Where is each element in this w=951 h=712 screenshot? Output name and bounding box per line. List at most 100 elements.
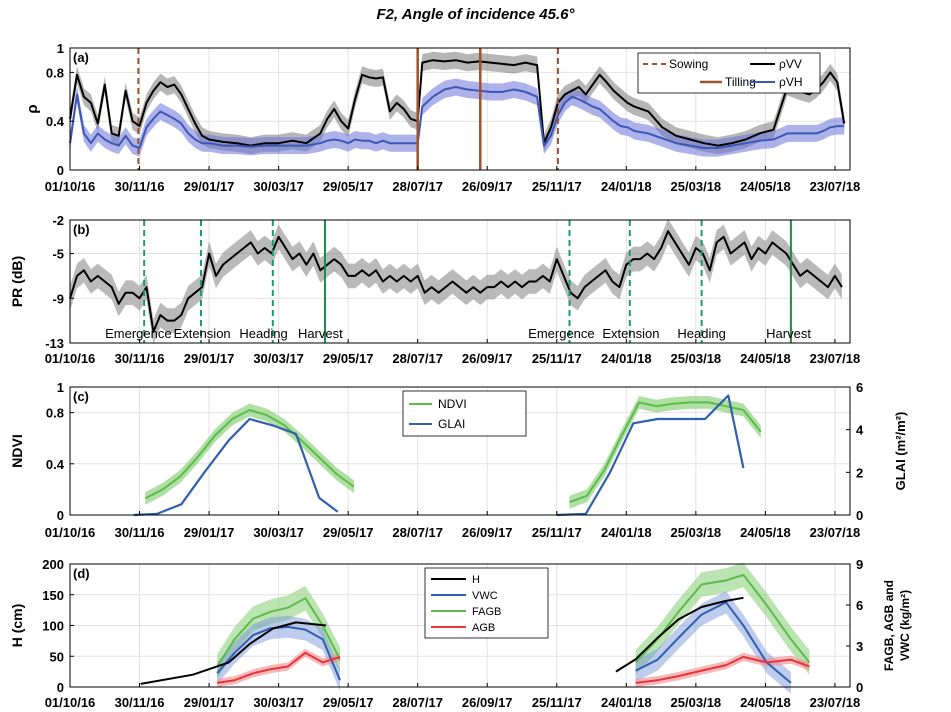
phase-label: Emergence [105, 326, 171, 341]
uncertainty-band [635, 591, 791, 694]
x-tick-label: 29/05/17 [323, 525, 374, 540]
series-line-ndvi [144, 409, 355, 500]
panel-label: (b) [73, 222, 90, 237]
phase-label: Extension [602, 326, 659, 341]
y-tick-label: 1 [57, 380, 64, 395]
series-line-vwc [635, 601, 792, 684]
y-axis-label-right: GLAI (m²/m²) [893, 412, 908, 491]
y-axis-label: ρ [24, 104, 41, 113]
legend-label-h: H [472, 574, 480, 586]
uncertainty-band [635, 562, 810, 675]
x-tick-label: 30/03/17 [253, 351, 304, 366]
y-tick-label-right: 0 [856, 680, 863, 695]
x-tick-label: 29/05/17 [323, 695, 374, 710]
phase-label: Harvest [766, 326, 811, 341]
axes-frame [69, 47, 851, 171]
x-tick-label: 25/03/18 [671, 179, 722, 194]
x-tick-label: 24/01/18 [601, 351, 652, 366]
x-tick-label: 28/07/17 [392, 525, 443, 540]
legend-box [637, 52, 821, 94]
x-tick-label: 24/05/18 [740, 179, 791, 194]
x-tick-label: 01/10/16 [45, 695, 96, 710]
x-tick-label: 01/10/16 [45, 351, 96, 366]
series-line-glai [556, 394, 745, 517]
y-axis-label-right: VWC (kg/m²) [898, 590, 912, 661]
x-tick-label: 25/11/17 [532, 695, 582, 710]
x-tick-label: 30/03/17 [253, 179, 304, 194]
legend-label-sowing: Sowing [669, 57, 708, 71]
y-tick-label-right: 6 [856, 598, 863, 613]
uncertainty-band [569, 396, 761, 509]
x-tick-label: 30/11/16 [115, 179, 165, 194]
series-line-agb [635, 655, 810, 684]
x-tick-label: 29/01/17 [184, 179, 235, 194]
axes-frame [69, 386, 851, 516]
y-tick-label: -5 [52, 247, 64, 262]
x-tick-label: 30/03/17 [253, 525, 304, 540]
y-tick-label: 0 [57, 508, 64, 523]
series-line-h [615, 596, 744, 673]
x-tick-label: 24/05/18 [740, 351, 791, 366]
x-tick-label: 01/10/16 [45, 525, 96, 540]
x-tick-label: 23/07/18 [810, 179, 861, 194]
panel-label: (a) [73, 50, 89, 65]
y-tick-label: 200 [42, 557, 64, 572]
panel-label: (d) [73, 566, 90, 581]
legend-label-vv: ρVV [779, 57, 802, 71]
series-line-vh [69, 86, 845, 149]
legend-label-vwc: VWC [472, 590, 498, 602]
x-tick-label: 30/11/16 [115, 351, 165, 366]
x-tick-label: 23/07/18 [810, 695, 861, 710]
phase-label: Emergence [528, 326, 594, 341]
x-tick-label: 24/01/18 [601, 179, 652, 194]
y-axis-label: PR (dB) [9, 256, 25, 307]
x-tick-label: 25/11/17 [532, 179, 582, 194]
uncertainty-band [145, 403, 354, 505]
y-tick-label: -9 [52, 291, 64, 306]
y-tick-label: 0 [57, 680, 64, 695]
series-line-fagb [634, 573, 811, 664]
x-tick-label: 24/05/18 [740, 525, 791, 540]
x-tick-label: 30/11/16 [115, 525, 165, 540]
x-tick-label: 25/03/18 [671, 351, 722, 366]
x-tick-label: 25/11/17 [532, 351, 582, 366]
y-tick-label: -13 [45, 336, 64, 351]
x-tick-label: 26/09/17 [462, 351, 513, 366]
y-tick-label-right: 9 [856, 557, 863, 572]
y-tick-label: 0 [57, 163, 64, 178]
y-tick-label: 0.8 [46, 65, 64, 80]
x-tick-label: 26/09/17 [462, 525, 513, 540]
y-tick-label: 100 [42, 619, 64, 634]
phase-label: Harvest [298, 326, 343, 341]
y-tick-label-right: 3 [856, 639, 863, 654]
x-tick-label: 30/03/17 [253, 695, 304, 710]
x-tick-label: 26/09/17 [462, 179, 513, 194]
legend-label-vh: ρVH [779, 75, 803, 89]
y-tick-label: 0.8 [46, 406, 64, 421]
legend-label-agb: AGB [472, 622, 495, 634]
y-tick-label: 150 [42, 588, 64, 603]
figure-title: F2, Angle of incidence 45.6° [376, 6, 575, 23]
series-line-ndvi [569, 401, 762, 504]
x-tick-label: 29/01/17 [184, 351, 235, 366]
uncertainty-band [217, 585, 340, 679]
y-tick-label-right: 0 [856, 508, 863, 523]
x-tick-label: 25/11/17 [532, 525, 582, 540]
y-tick-label-right: 2 [856, 465, 863, 480]
x-tick-label: 25/03/18 [671, 695, 722, 710]
series-line-pr [69, 230, 843, 333]
legend-label-fagb: FAGB [472, 606, 501, 618]
legend-label-tilling: Tilling [725, 75, 756, 89]
legend-label-ndvi: NDVI [438, 397, 467, 411]
uncertainty-band [217, 615, 340, 692]
x-tick-label: 26/09/17 [462, 695, 513, 710]
legend-box [402, 390, 527, 437]
y-tick-label: -2 [52, 213, 64, 228]
x-tick-label: 23/07/18 [810, 351, 861, 366]
x-tick-label: 28/07/17 [392, 695, 443, 710]
y-tick-label-right: 4 [856, 423, 864, 438]
x-tick-label: 29/01/17 [184, 695, 235, 710]
y-tick-label: 50 [50, 649, 64, 664]
y-axis-label-right: FAGB, AGB and [882, 580, 896, 671]
